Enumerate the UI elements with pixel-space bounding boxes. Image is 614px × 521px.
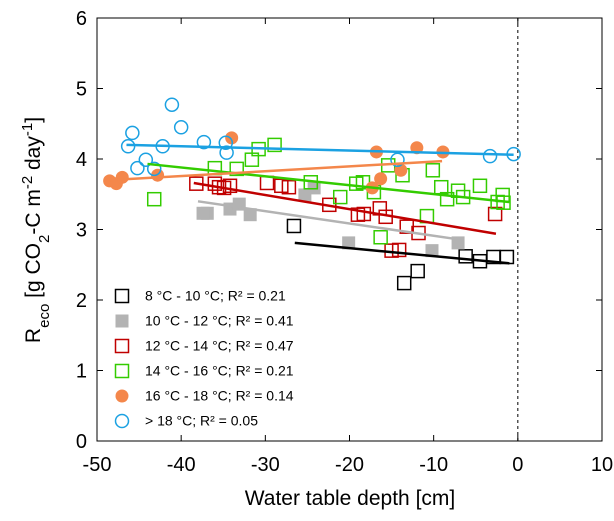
legend-label: 10 °C - 12 °C; R² = 0.41	[145, 313, 294, 329]
legend-marker	[114, 288, 130, 304]
y-label-part: [g CO	[22, 243, 45, 304]
x-tick-label: -10	[419, 454, 448, 476]
y-tick-label: 1	[76, 361, 87, 383]
fit-line	[193, 181, 497, 235]
legend-marker	[114, 413, 130, 429]
legend-marker	[114, 363, 130, 379]
point	[115, 170, 129, 184]
point	[146, 191, 162, 207]
point	[394, 163, 408, 177]
fit-line	[294, 241, 510, 265]
x-tick-label: -30	[251, 454, 280, 476]
x-tick-label: 10	[591, 454, 613, 476]
y-label-part: R	[22, 328, 45, 343]
point	[487, 206, 503, 222]
x-tick-label: -40	[167, 454, 196, 476]
x-tick-label: -20	[335, 454, 364, 476]
legend-label: 8 °C - 10 °C; R² = 0.21	[145, 288, 286, 304]
legend-label: 14 °C - 16 °C; R² = 0.21	[145, 363, 294, 379]
point	[164, 97, 180, 112]
y-label-part: -1	[19, 123, 36, 136]
fit-line	[197, 200, 464, 242]
y-label-part: 2	[36, 235, 53, 243]
x-tick-label: 0	[512, 454, 523, 476]
point	[222, 178, 238, 194]
point	[146, 161, 162, 177]
y-tick-label: 6	[76, 8, 87, 30]
point	[482, 148, 498, 164]
point	[225, 131, 239, 145]
point	[396, 275, 412, 291]
x-tick-label: -50	[83, 454, 112, 476]
y-tick-label: 0	[76, 431, 87, 453]
y-tick-label: 2	[76, 290, 87, 312]
point	[298, 188, 312, 202]
point	[138, 152, 154, 167]
y-label-part: ]	[22, 117, 45, 123]
y-label-part: -C m	[22, 189, 45, 235]
point	[207, 176, 223, 191]
point	[374, 172, 388, 186]
point	[332, 189, 348, 205]
point	[196, 134, 212, 150]
point	[390, 152, 405, 167]
fit-line	[109, 159, 443, 182]
y-axis-label: Reco [g CO2-C m-2 day-1]	[19, 117, 53, 343]
point	[286, 218, 302, 234]
point	[267, 137, 282, 153]
fit-line	[126, 143, 514, 157]
point	[391, 242, 407, 258]
legend-label: 12 °C - 14 °C; R² = 0.47	[145, 338, 294, 354]
x-axis-label: Water table depth [cm]	[245, 487, 455, 510]
point	[173, 120, 189, 135]
point	[458, 249, 473, 264]
point	[243, 208, 257, 222]
legend-marker	[115, 389, 129, 403]
point	[433, 179, 449, 195]
point	[130, 160, 145, 176]
y-label-part: eco	[36, 304, 53, 328]
point	[229, 161, 244, 177]
point	[356, 206, 372, 222]
point	[425, 163, 441, 178]
y-tick-label: 4	[76, 149, 87, 171]
point	[425, 244, 439, 258]
legend-label: 16 °C - 18 °C; R² = 0.14	[145, 388, 294, 404]
point	[218, 135, 234, 151]
point	[120, 139, 136, 154]
point	[373, 230, 388, 245]
legend-marker	[115, 314, 129, 328]
point	[125, 125, 140, 141]
point	[274, 178, 289, 194]
y-tick-label: 3	[76, 220, 87, 242]
y-label-part: day	[22, 136, 45, 176]
y-label-part: -2	[19, 176, 36, 189]
point	[281, 179, 297, 195]
fit-line	[147, 162, 510, 204]
legend: 8 °C - 10 °C; R² = 0.21 10 °C - 12 °C; R²…	[114, 288, 294, 429]
y-tick-label: 5	[76, 79, 87, 101]
point	[219, 145, 234, 160]
point	[472, 178, 488, 194]
point	[410, 263, 425, 279]
legend-marker	[114, 338, 130, 354]
point	[342, 236, 356, 250]
point	[496, 195, 511, 210]
point	[439, 191, 455, 207]
point	[259, 175, 275, 191]
point	[196, 206, 210, 220]
legend-label: > 18 °C; R² = 0.05	[145, 413, 258, 429]
